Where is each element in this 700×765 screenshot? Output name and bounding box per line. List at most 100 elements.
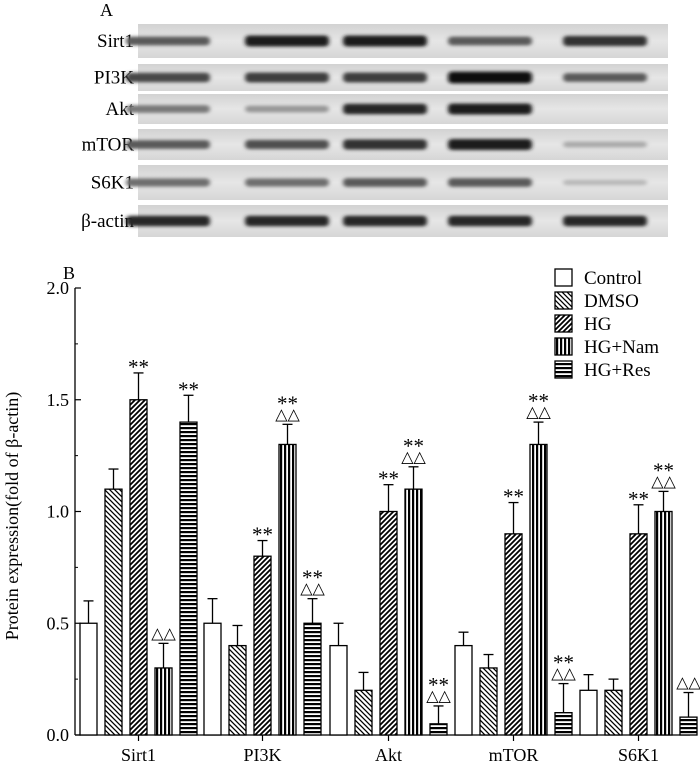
bar-hg-akt xyxy=(379,510,398,736)
x-tick-label-s6k1: S6K1 xyxy=(618,745,659,765)
bar-hg-res-s6k1 xyxy=(679,716,698,736)
blot-band xyxy=(563,215,647,227)
blot-band xyxy=(448,71,532,84)
blot-band xyxy=(563,35,647,47)
blot-band xyxy=(126,215,210,227)
blot-band xyxy=(126,178,210,187)
y-tick-label: 2.0 xyxy=(47,278,70,298)
legend-swatch-hg xyxy=(554,314,573,333)
y-tick-label: 0.5 xyxy=(47,613,70,633)
y-axis-label: Protein expression(fold of β-actin) xyxy=(2,392,23,641)
significance-star: ** xyxy=(178,377,199,401)
significance-triangle: △△ xyxy=(300,581,325,598)
bar-dmso-pi3k xyxy=(228,644,247,736)
x-tick-label-sirt1: Sirt1 xyxy=(121,745,156,765)
blot-row-label-mtor: mTOR xyxy=(82,135,135,156)
y-tick-label: 0.0 xyxy=(47,725,70,745)
bar-hg-nam-s6k1 xyxy=(654,510,673,736)
legend-label-control: Control xyxy=(584,268,642,289)
blot-band xyxy=(245,72,329,83)
bar-hg-nam-pi3k xyxy=(278,443,297,736)
bar-hg-pi3k xyxy=(253,555,272,736)
significance-star: ** xyxy=(378,467,399,491)
significance-triangle: △△ xyxy=(651,473,676,490)
bar-control-pi3k xyxy=(203,622,222,736)
blot-band xyxy=(343,139,427,150)
bar-hg-sirt1 xyxy=(129,399,148,736)
significance-star: ** xyxy=(277,391,298,415)
bar-dmso-mtor xyxy=(479,667,498,736)
bar-hg-res-pi3k xyxy=(303,622,322,736)
legend-swatch-control xyxy=(554,268,573,287)
blot-band xyxy=(563,179,647,186)
legend-swatch-hg-res xyxy=(554,360,573,379)
bar-control-s6k1 xyxy=(579,689,598,736)
legend-label-hg-nam: HG+Nam xyxy=(584,337,659,358)
blot-row-label-sirt1: Sirt1 xyxy=(97,31,134,52)
bar-hg-res-akt xyxy=(429,723,448,736)
blot-band xyxy=(343,72,427,83)
bar-dmso-sirt1 xyxy=(104,488,123,736)
bar-hg-mtor xyxy=(504,533,523,736)
blot-band xyxy=(126,105,210,113)
bar-dmso-akt xyxy=(354,689,373,736)
blot-band xyxy=(448,215,532,227)
axes: 0.0 0.5 1.0 1.5 2.0 Sirt1 PI3K Akt mTOR S6K1 xyxy=(47,278,690,765)
blot-band xyxy=(563,141,647,148)
significance-star: ** xyxy=(503,485,524,509)
x-tick-label-akt: Akt xyxy=(375,745,402,765)
legend-swatch-dmso xyxy=(554,291,573,310)
bars: **△△****△△**△△****△△**△△****△△**△△****△△… xyxy=(79,355,700,736)
legend-label-dmso: DMSO xyxy=(584,291,639,312)
western-blot-panel: A Sirt1 PI3K Akt mTOR S6K1 β-actin xyxy=(81,0,668,237)
blot-band xyxy=(448,36,532,46)
blot-row-label-pi3k: PI3K xyxy=(94,68,134,89)
blot-band xyxy=(245,105,329,113)
blot-row-label-actin: β-actin xyxy=(81,211,134,232)
bar-hg-nam-mtor xyxy=(529,443,548,736)
x-tick-label-mtor: mTOR xyxy=(489,745,539,765)
blot-band xyxy=(343,178,427,187)
significance-star: ** xyxy=(428,673,449,697)
significance-star: ** xyxy=(403,434,424,458)
bar-dmso-s6k1 xyxy=(604,689,623,736)
blot-band xyxy=(245,215,329,227)
significance-triangle: △△ xyxy=(676,675,700,692)
significance-star: ** xyxy=(252,523,273,547)
significance-triangle: △△ xyxy=(526,404,551,421)
bar-hg-nam-akt xyxy=(404,488,423,736)
bar-chart: B Protein expression(fold of β-actin) 0.… xyxy=(2,263,700,765)
bar-control-mtor xyxy=(454,644,473,736)
blot-row-label-akt: Akt xyxy=(106,99,135,120)
blot-band xyxy=(448,178,532,187)
y-tick-label: 1.0 xyxy=(47,502,70,522)
significance-triangle: △△ xyxy=(401,449,426,466)
significance-triangle: △△ xyxy=(426,688,451,705)
blot-row-label-s6k1: S6K1 xyxy=(91,173,134,194)
significance-star: ** xyxy=(302,566,323,590)
blot-band xyxy=(245,139,329,150)
blot-band xyxy=(245,178,329,187)
blot-band xyxy=(126,72,210,83)
significance-star: ** xyxy=(128,355,149,379)
blot-band xyxy=(343,35,427,47)
legend-label-hg-res: HG+Res xyxy=(584,360,651,381)
blot-band xyxy=(343,103,427,115)
bar-hg-res-sirt1 xyxy=(179,421,198,736)
significance-star: ** xyxy=(553,651,574,675)
significance-triangle: △△ xyxy=(151,625,176,642)
significance-star: ** xyxy=(528,389,549,413)
significance-triangle: △△ xyxy=(275,406,300,423)
bar-hg-res-mtor xyxy=(554,711,573,736)
y-tick-label: 1.5 xyxy=(47,390,70,410)
blot-band xyxy=(448,103,532,115)
x-tick-label-pi3k: PI3K xyxy=(243,745,281,765)
blot-band xyxy=(126,140,210,149)
legend-label-hg: HG xyxy=(584,314,612,335)
blot-band xyxy=(563,73,647,82)
panel-b-label: B xyxy=(63,263,75,283)
significance-star: ** xyxy=(628,487,649,511)
bar-control-akt xyxy=(329,644,348,736)
bar-hg-nam-sirt1 xyxy=(154,667,173,736)
